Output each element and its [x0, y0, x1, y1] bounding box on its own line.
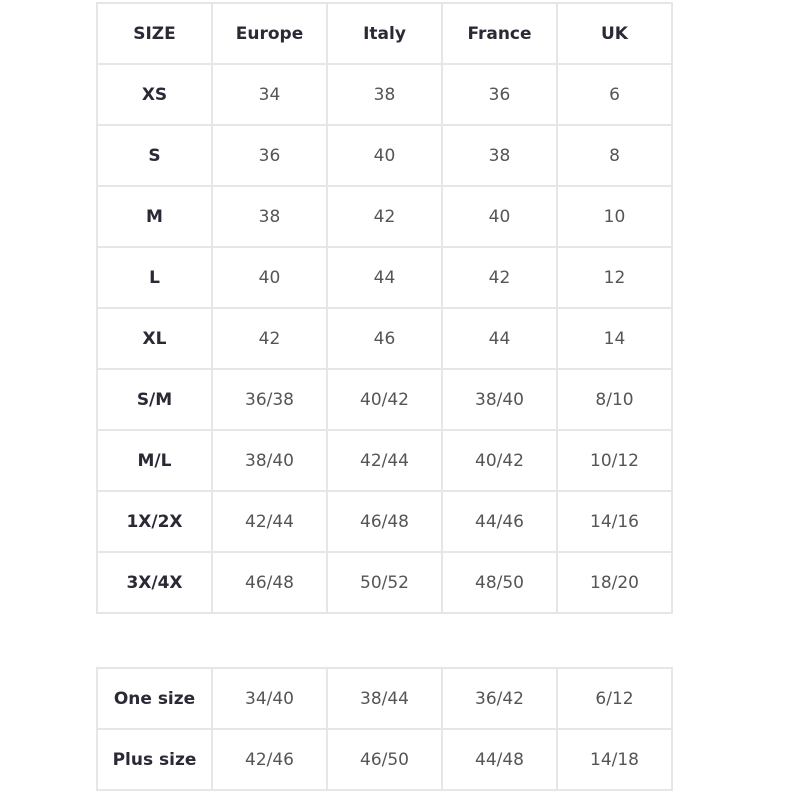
- table-row: M/L 38/40 42/44 40/42 10/12: [96, 429, 673, 492]
- size-value-cell: 46/48: [211, 551, 328, 614]
- size-value-cell: 34: [211, 63, 328, 126]
- size-value-cell: 6/12: [556, 667, 673, 730]
- size-value-cell: 40: [326, 124, 443, 187]
- size-value-cell: 50/52: [326, 551, 443, 614]
- size-value-cell: 40/42: [326, 368, 443, 431]
- table-row: One size 34/40 38/44 36/42 6/12: [96, 667, 673, 730]
- size-chart-table: SIZE Europe Italy France UK XS 34 38 36 6 S 36 40 38 8…: [96, 2, 673, 614]
- size-value-cell: 38/40: [441, 368, 558, 431]
- column-header: Europe: [211, 2, 328, 65]
- size-value-cell: 36/42: [441, 667, 558, 730]
- size-value-cell: 44: [441, 307, 558, 370]
- size-value-cell: 42/44: [326, 429, 443, 492]
- table-row: XS 34 38 36 6: [96, 63, 673, 126]
- table-row: S/M 36/38 40/42 38/40 8/10: [96, 368, 673, 431]
- size-value-cell: 42: [326, 185, 443, 248]
- size-label-cell: 3X/4X: [96, 551, 213, 614]
- size-value-cell: 14/18: [556, 728, 673, 791]
- size-value-cell: 38: [211, 185, 328, 248]
- table-row: 1X/2X 42/44 46/48 44/46 14/16: [96, 490, 673, 553]
- size-value-cell: 6: [556, 63, 673, 126]
- size-value-cell: 38/40: [211, 429, 328, 492]
- size-value-cell: 40/42: [441, 429, 558, 492]
- size-value-cell: 42/46: [211, 728, 328, 791]
- size-value-cell: 44/48: [441, 728, 558, 791]
- size-label-cell: M: [96, 185, 213, 248]
- size-value-cell: 14/16: [556, 490, 673, 553]
- size-value-cell: 36/38: [211, 368, 328, 431]
- size-value-cell: 38/44: [326, 667, 443, 730]
- size-label-cell: Plus size: [96, 728, 213, 791]
- size-value-cell: 34/40: [211, 667, 328, 730]
- size-label-cell: XL: [96, 307, 213, 370]
- size-value-cell: 8/10: [556, 368, 673, 431]
- size-value-cell: 14: [556, 307, 673, 370]
- size-value-cell: 44: [326, 246, 443, 309]
- table-row: XL 42 46 44 14: [96, 307, 673, 370]
- size-value-cell: 46: [326, 307, 443, 370]
- size-label-cell: S/M: [96, 368, 213, 431]
- size-value-cell: 46/50: [326, 728, 443, 791]
- size-value-cell: 40: [211, 246, 328, 309]
- header-row: SIZE Europe Italy France UK: [96, 2, 673, 65]
- table-row: Plus size 42/46 46/50 44/48 14/18: [96, 728, 673, 791]
- size-value-cell: 44/46: [441, 490, 558, 553]
- size-value-cell: 48/50: [441, 551, 558, 614]
- size-value-cell: 38: [441, 124, 558, 187]
- special-size-table: One size 34/40 38/44 36/42 6/12 Plus size 42/4…: [96, 667, 673, 791]
- size-value-cell: 10/12: [556, 429, 673, 492]
- column-header: France: [441, 2, 558, 65]
- size-label-cell: L: [96, 246, 213, 309]
- table-row: S 36 40 38 8: [96, 124, 673, 187]
- size-value-cell: 42: [211, 307, 328, 370]
- size-value-cell: 18/20: [556, 551, 673, 614]
- table-row: M 38 42 40 10: [96, 185, 673, 248]
- table-row: 3X/4X 46/48 50/52 48/50 18/20: [96, 551, 673, 614]
- size-label-cell: XS: [96, 63, 213, 126]
- size-value-cell: 12: [556, 246, 673, 309]
- size-label-cell: S: [96, 124, 213, 187]
- column-header: UK: [556, 2, 673, 65]
- size-value-cell: 8: [556, 124, 673, 187]
- size-value-cell: 36: [441, 63, 558, 126]
- size-value-cell: 10: [556, 185, 673, 248]
- table-row: L 40 44 42 12: [96, 246, 673, 309]
- size-value-cell: 46/48: [326, 490, 443, 553]
- size-value-cell: 40: [441, 185, 558, 248]
- size-label-cell: M/L: [96, 429, 213, 492]
- column-header: Italy: [326, 2, 443, 65]
- column-header: SIZE: [96, 2, 213, 65]
- size-label-cell: One size: [96, 667, 213, 730]
- size-value-cell: 42/44: [211, 490, 328, 553]
- size-value-cell: 38: [326, 63, 443, 126]
- size-label-cell: 1X/2X: [96, 490, 213, 553]
- size-value-cell: 36: [211, 124, 328, 187]
- size-value-cell: 42: [441, 246, 558, 309]
